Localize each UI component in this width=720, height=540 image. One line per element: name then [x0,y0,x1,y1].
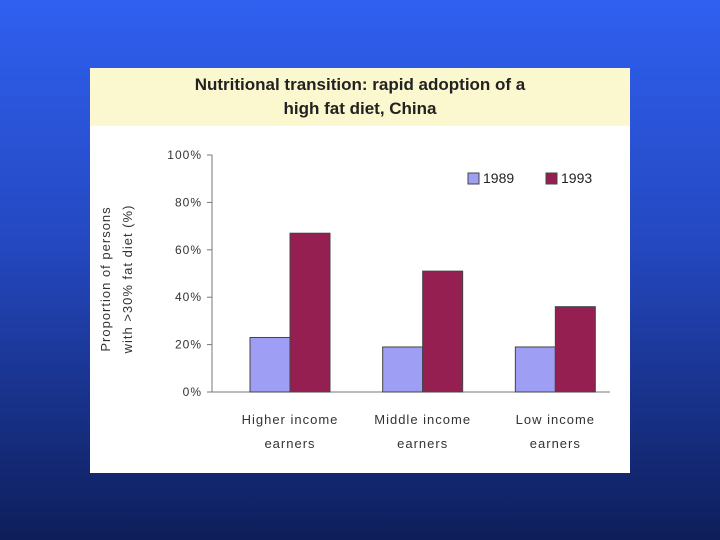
chart-title-line-2: high fat diet, China [283,99,437,118]
legend-swatch-1993 [545,172,558,185]
x-category-label: Higher income [242,412,339,427]
legend: 1989 1993 [467,170,592,186]
x-category-label: earners [264,436,315,451]
x-category-label: Middle income [374,412,471,427]
y-axis-title-group: Proportion of persons with >30% fat diet … [98,205,135,355]
bar-series [249,232,596,393]
legend-swatch-1989 [467,172,480,185]
y-tick-label: 80% [175,195,202,209]
bar-1989-1 [382,346,424,393]
x-category-label: earners [530,436,581,451]
y-axis-ticks: 0% 20% 40% 60% 80% 100% [167,148,212,399]
y-tick-label: 60% [175,243,202,257]
legend-label-1989: 1989 [483,170,514,186]
bar-1989-2 [514,346,556,393]
bar-1993-1 [422,270,464,393]
legend-label-1993: 1993 [561,170,592,186]
y-tick-label: 0% [183,385,202,399]
y-tick-label: 40% [175,290,202,304]
x-axis-categories: Higher income earners Middle income earners… [242,412,595,451]
bar-chart: 0% 20% 40% 60% 80% 100% Higher income earners M… [98,148,610,451]
bar-1993-0 [289,232,331,393]
bar-1989-0 [249,336,291,393]
y-axis-title-line: Proportion of persons [98,206,113,351]
y-tick-label: 20% [175,338,202,352]
y-axis-title-line: with >30% fat diet (%) [120,205,135,355]
x-category-label: Low income [516,412,595,427]
chart-title-line-1: Nutritional transition: rapid adoption o… [194,75,526,94]
chart-figure: Nutritional transition: rapid adoption o… [90,68,630,473]
x-category-label: earners [397,436,448,451]
y-axis-title: Proportion of persons with >30% fat diet … [98,205,135,355]
chart-title: Nutritional transition: rapid adoption o… [90,68,630,126]
y-tick-label: 100% [167,148,202,162]
bar-1993-2 [554,306,596,393]
